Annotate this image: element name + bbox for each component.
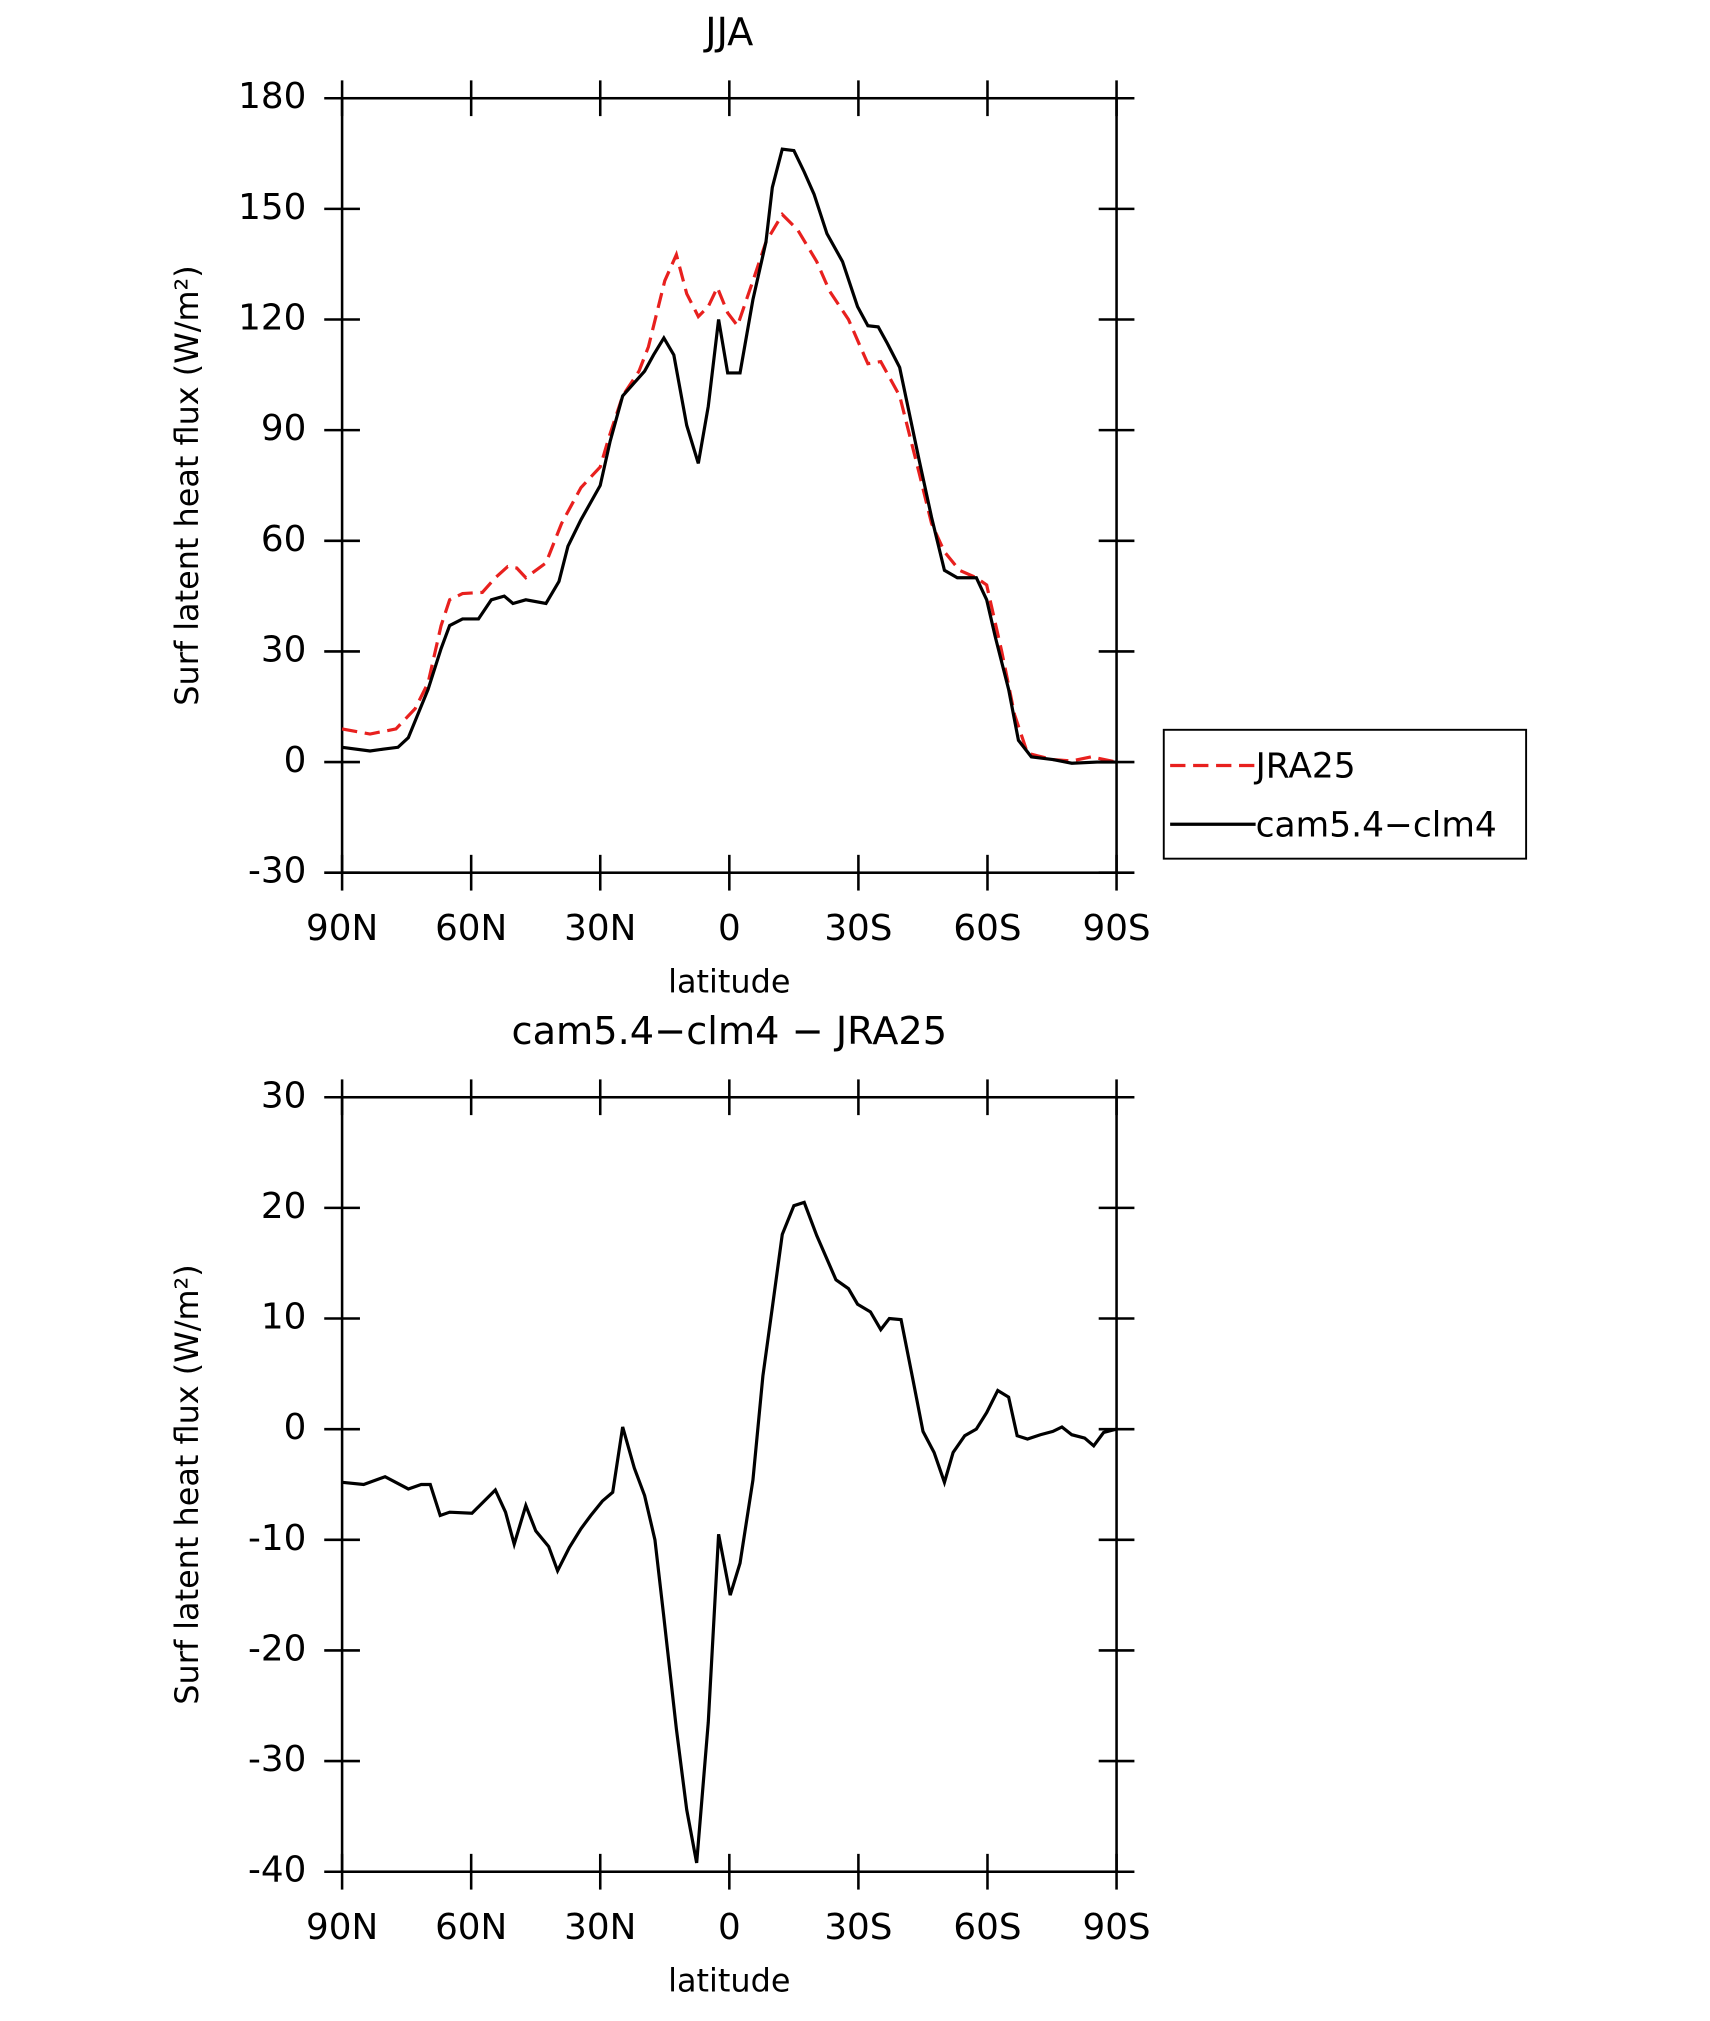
y-tick-label: 90 bbox=[261, 408, 306, 449]
x-tick-label: 90N bbox=[306, 908, 378, 949]
series-line bbox=[341, 211, 1117, 764]
legend-box bbox=[1162, 728, 1528, 860]
y-tick-label: -10 bbox=[248, 1518, 306, 1559]
x-tick-label: 30S bbox=[824, 908, 892, 949]
y-axis-label: Surf latent heat flux (W/m²) bbox=[168, 265, 206, 705]
x-tick-label: 0 bbox=[718, 908, 741, 949]
x-tick-label: 90N bbox=[306, 1907, 378, 1948]
y-tick-label: 0 bbox=[284, 740, 307, 781]
legend-label: cam5.4−clm4 bbox=[1256, 805, 1497, 845]
y-tick-label: 30 bbox=[261, 1075, 306, 1116]
y-tick-label: 150 bbox=[238, 187, 306, 228]
x-tick-label: 60S bbox=[953, 908, 1021, 949]
x-tick-label: 60N bbox=[435, 1907, 507, 1948]
y-tick-label: 180 bbox=[238, 76, 306, 117]
chart-title: JJA bbox=[703, 10, 753, 55]
y-tick-label: 120 bbox=[238, 298, 306, 339]
y-tick-label: 10 bbox=[261, 1297, 306, 1338]
x-tick-label: 30S bbox=[824, 1907, 892, 1948]
series-line bbox=[341, 1200, 1117, 1864]
x-tick-label: 30N bbox=[564, 1907, 636, 1948]
series-line bbox=[341, 147, 1117, 765]
x-axis-label: latitude bbox=[668, 1962, 790, 2000]
chart-title: cam5.4−clm4 − JRA25 bbox=[512, 1009, 948, 1054]
y-tick-label: -20 bbox=[248, 1628, 306, 1669]
x-tick-label: 90S bbox=[1082, 908, 1150, 949]
y-tick-label: 20 bbox=[261, 1186, 306, 1227]
x-tick-label: 90S bbox=[1082, 1907, 1150, 1948]
x-tick-label: 30N bbox=[564, 908, 636, 949]
plot-frame bbox=[340, 96, 1118, 874]
x-tick-label: 0 bbox=[718, 1907, 741, 1948]
y-tick-label: 0 bbox=[284, 1407, 307, 1448]
plot-frame bbox=[340, 1095, 1118, 1873]
y-tick-label: 60 bbox=[261, 519, 306, 560]
y-tick-label: -30 bbox=[248, 1739, 306, 1780]
y-tick-label: -40 bbox=[248, 1850, 306, 1891]
x-tick-label: 60N bbox=[435, 908, 507, 949]
x-tick-label: 60S bbox=[953, 1907, 1021, 1948]
x-axis-label: latitude bbox=[668, 963, 790, 1001]
y-tick-label: -30 bbox=[248, 851, 306, 892]
y-tick-label: 30 bbox=[261, 629, 306, 670]
legend-label: JRA25 bbox=[1254, 747, 1356, 787]
y-axis-label: Surf latent heat flux (W/m²) bbox=[168, 1264, 206, 1704]
